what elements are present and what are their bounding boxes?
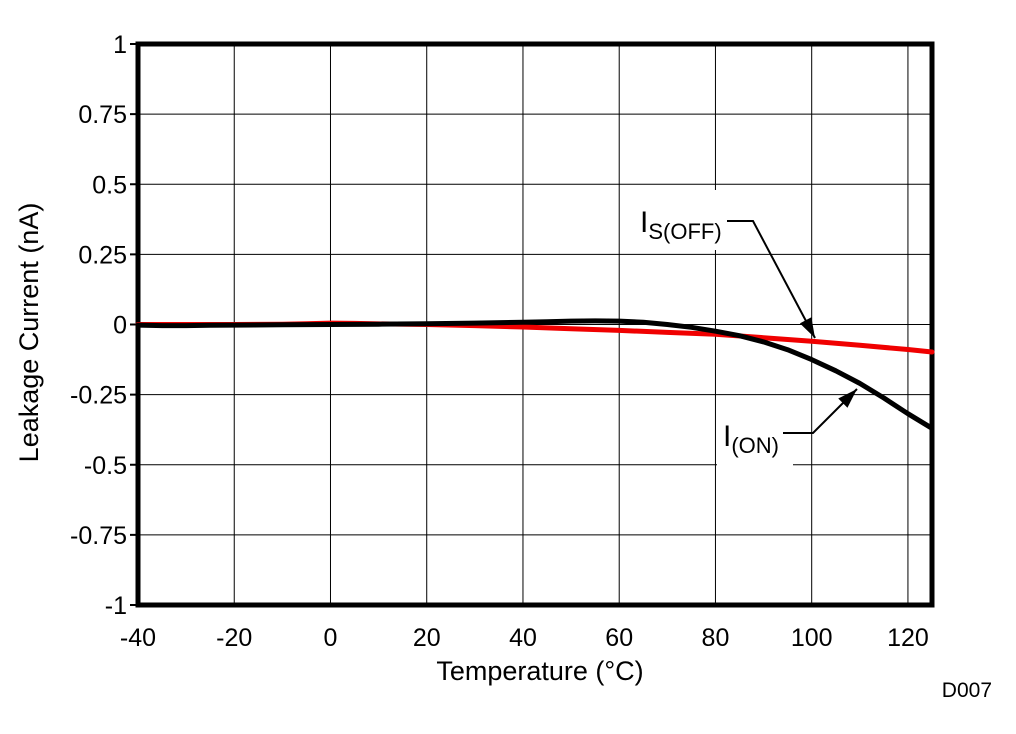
y-axis-title: Leakage Current (nA) xyxy=(14,203,44,463)
x-tick-label: 80 xyxy=(702,624,730,652)
x-axis-tick-labels: -40 -20 0 20 40 60 80 100 120 xyxy=(120,624,929,652)
is-off-label-leader-line xyxy=(727,220,816,339)
grid-lines xyxy=(138,44,932,605)
y-tick-label: 0 xyxy=(113,312,127,340)
y-tick-label: -1 xyxy=(105,592,127,620)
i-on-label-mask xyxy=(717,416,793,470)
x-tick-label: 60 xyxy=(605,624,633,652)
y-tick-label: 0.25 xyxy=(78,241,127,269)
y-tick-label: -0.25 xyxy=(70,382,127,410)
x-tick-label: 40 xyxy=(509,624,537,652)
x-tick-label: 120 xyxy=(887,624,929,652)
x-tick-label: 20 xyxy=(413,624,441,652)
x-tick-label: -40 xyxy=(120,624,156,652)
y-tick-label: 0.5 xyxy=(92,171,127,199)
x-axis-title: Temperature (°C) xyxy=(436,656,643,686)
y-axis-tick-labels: 1 0.75 0.5 0.25 0 -0.25 -0.5 -0.75 -1 xyxy=(70,31,127,620)
y-tick-label: 1 xyxy=(113,31,127,59)
figure-code-label: D007 xyxy=(942,679,992,702)
y-tick-label: 0.75 xyxy=(78,101,127,129)
y-tick-label: -0.75 xyxy=(70,522,127,550)
i-on-label-arrowhead xyxy=(838,389,857,408)
series-line-i-on xyxy=(135,318,935,431)
is-off-label-arrowhead xyxy=(799,317,815,338)
x-tick-label: 100 xyxy=(791,624,833,652)
x-tick-label: -20 xyxy=(216,624,252,652)
x-tick-label: 0 xyxy=(324,624,338,652)
y-tick-label: -0.5 xyxy=(84,452,127,480)
i-on-label-leader-line xyxy=(783,388,858,434)
